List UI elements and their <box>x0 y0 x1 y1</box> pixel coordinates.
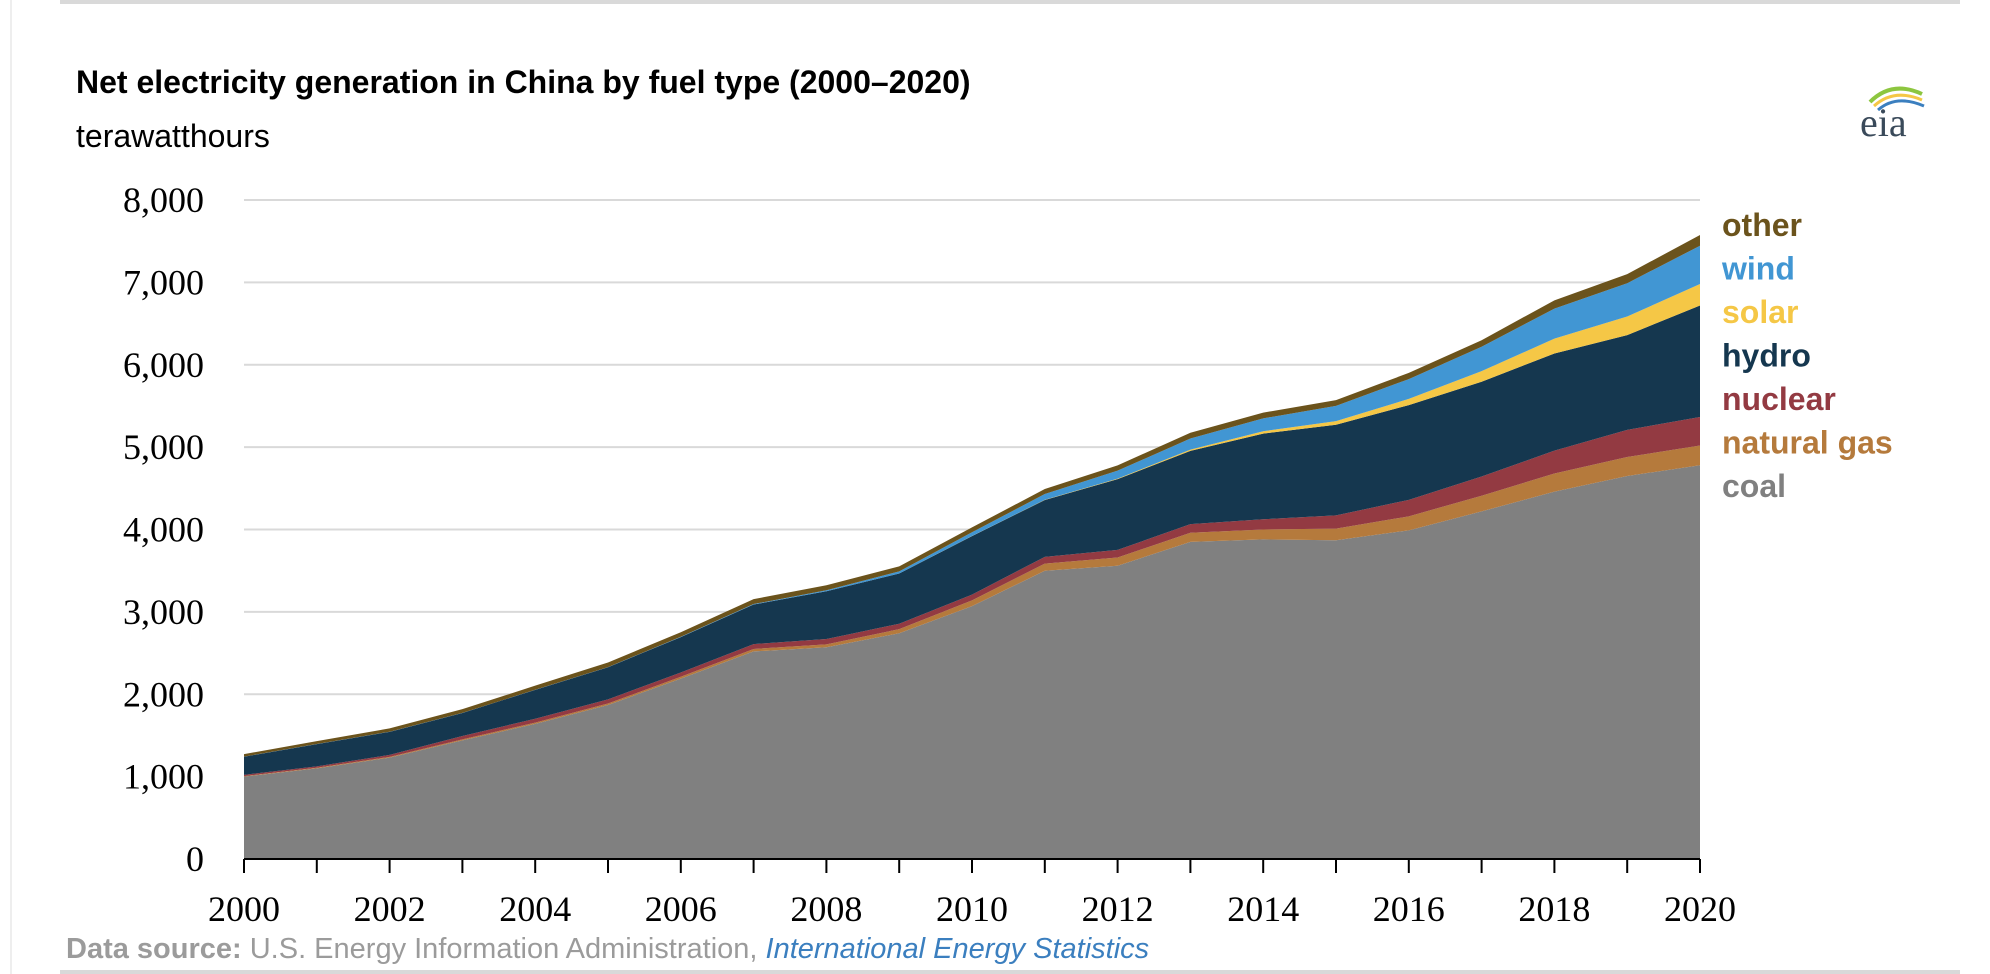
legend-wind: wind <box>1721 251 1795 287</box>
x-tick-label: 2016 <box>1373 889 1445 929</box>
legend-hydro: hydro <box>1722 338 1811 374</box>
y-tick-label: 0 <box>186 839 204 879</box>
data-source: Data source: U.S. Energy Information Adm… <box>66 933 1149 966</box>
x-tick-label: 2000 <box>208 889 280 929</box>
x-tick-label: 2006 <box>645 889 717 929</box>
x-tick-label: 2018 <box>1518 889 1590 929</box>
legend-coal: coal <box>1722 468 1786 504</box>
x-tick-label: 2012 <box>1082 889 1154 929</box>
legend-natural-gas: natural gas <box>1722 425 1893 461</box>
legend-solar: solar <box>1722 294 1798 330</box>
y-tick-label: 6,000 <box>123 345 204 385</box>
chart-title: Net electricity generation in China by f… <box>76 64 971 100</box>
left-border <box>10 0 12 974</box>
y-tick-label: 8,000 <box>123 180 204 220</box>
source-text: U.S. Energy Information Administration, <box>241 933 766 965</box>
top-border <box>60 0 1960 4</box>
area-coal <box>244 465 1700 859</box>
y-tick-label: 4,000 <box>123 510 204 550</box>
x-tick-label: 2020 <box>1664 889 1736 929</box>
source-label: Data source: <box>66 933 242 965</box>
x-tick-label: 2014 <box>1227 889 1299 929</box>
y-tick-label: 7,000 <box>123 262 204 302</box>
y-axis-unit: terawatthours <box>76 118 270 154</box>
eia-logo: eia <box>1852 80 1932 140</box>
y-tick-label: 5,000 <box>123 427 204 467</box>
legend-nuclear: nuclear <box>1722 381 1836 417</box>
x-tick-label: 2004 <box>499 889 571 929</box>
source-link[interactable]: International Energy Statistics <box>765 933 1150 965</box>
area-natural-gas <box>244 445 1700 777</box>
bottom-border <box>60 970 1960 974</box>
area-hydro <box>244 305 1700 775</box>
area-nuclear <box>244 417 1700 777</box>
x-tick-label: 2010 <box>936 889 1008 929</box>
x-tick-label: 2002 <box>354 889 426 929</box>
y-tick-label: 3,000 <box>123 592 204 632</box>
y-tick-label: 2,000 <box>123 674 204 714</box>
legend-other: other <box>1722 207 1802 243</box>
svg-text:eia: eia <box>1860 100 1907 140</box>
x-tick-label: 2008 <box>790 889 862 929</box>
y-tick-label: 1,000 <box>123 757 204 797</box>
